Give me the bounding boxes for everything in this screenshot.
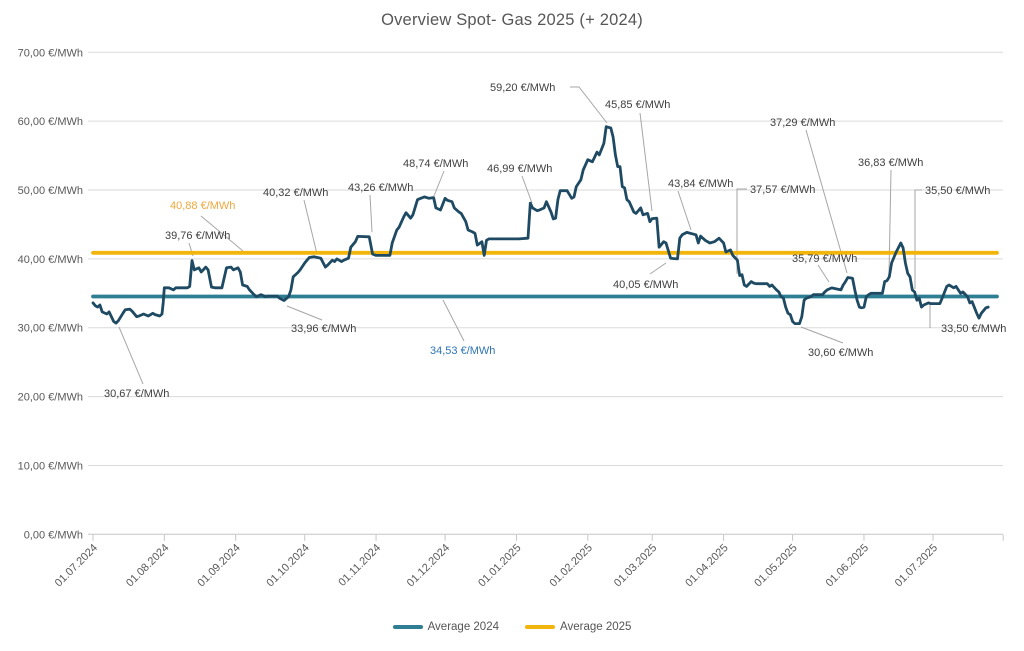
svg-text:0,00 €/MWh: 0,00 €/MWh: [24, 529, 83, 541]
svg-text:01.02.2025: 01.02.2025: [547, 542, 594, 589]
svg-text:01.08.2024: 01.08.2024: [124, 542, 171, 589]
data-label: 43,26 €/MWh: [348, 182, 413, 194]
data-label: 39,76 €/MWh: [165, 230, 230, 242]
chart-title: Overview Spot- Gas 2025 (+ 2024): [381, 11, 643, 29]
data-label: 36,83 €/MWh: [858, 157, 923, 169]
svg-text:01.11.2024: 01.11.2024: [336, 542, 383, 589]
annotation-leaders: [118, 86, 931, 385]
data-label: 37,29 €/MWh: [770, 117, 835, 129]
x-axis-ticks: [92, 534, 1004, 541]
data-label: 40,32 €/MWh: [263, 187, 328, 199]
svg-text:01.07.2024: 01.07.2024: [53, 542, 100, 589]
average-lines: [91, 250, 999, 299]
x-axis-labels: 01.07.2024 01.08.2024 01.09.2024 01.10.2024…: [53, 542, 940, 589]
svg-text:40,00 €/MWh: 40,00 €/MWh: [18, 254, 83, 266]
svg-text:01.04.2025: 01.04.2025: [683, 542, 730, 589]
legend-label-average-2024: Average 2024: [427, 621, 499, 633]
data-label: 59,20 €/MWh: [490, 82, 555, 94]
data-label: 34,53 €/MWh: [430, 345, 495, 357]
svg-text:01.06.2025: 01.06.2025: [824, 542, 871, 589]
y-axis-labels: 0,00 €/MWh 10,00 €/MWh 20,00 €/MWh 30,00 €/…: [18, 47, 83, 541]
svg-text:01.12.2024: 01.12.2024: [405, 542, 452, 589]
svg-text:01.07.2025: 01.07.2025: [893, 542, 940, 589]
data-label: 40,88 €/MWh: [170, 200, 235, 212]
svg-text:50,00 €/MWh: 50,00 €/MWh: [18, 185, 83, 197]
data-label: 33,96 €/MWh: [291, 323, 356, 335]
svg-text:70,00 €/MWh: 70,00 €/MWh: [18, 47, 83, 59]
data-label: 43,84 €/MWh: [668, 178, 733, 190]
svg-text:10,00 €/MWh: 10,00 €/MWh: [18, 460, 83, 472]
svg-text:01.05.2025: 01.05.2025: [752, 542, 799, 589]
price-series: [91, 125, 990, 326]
y-gridlines: [88, 51, 1003, 535]
data-label: 35,79 €/MWh: [792, 253, 857, 265]
svg-text:01.09.2024: 01.09.2024: [195, 542, 242, 589]
annotation-labels: 30,67 €/MWh 40,88 €/MWh 39,76 €/MWh 33,96 €…: [104, 82, 1006, 400]
svg-text:20,00 €/MWh: 20,00 €/MWh: [18, 392, 83, 404]
chart-legend: Average 2024 Average 2025: [0, 621, 1024, 633]
svg-text:01.10.2024: 01.10.2024: [264, 542, 311, 589]
svg-text:30,00 €/MWh: 30,00 €/MWh: [18, 323, 83, 335]
data-label: 35,50 €/MWh: [925, 185, 990, 197]
svg-text:60,00 €/MWh: 60,00 €/MWh: [18, 116, 83, 128]
svg-text:01.01.2025: 01.01.2025: [476, 542, 523, 589]
legend-item-average-2024: Average 2024: [392, 621, 499, 633]
legend-label-average-2025: Average 2025: [560, 621, 632, 633]
data-label: 33,50 €/MWh: [941, 323, 1006, 335]
data-label: 40,05 €/MWh: [613, 279, 678, 291]
data-label: 46,99 €/MWh: [487, 163, 552, 175]
data-label: 45,85 €/MWh: [605, 99, 670, 111]
legend-item-average-2025: Average 2025: [525, 621, 631, 633]
data-label: 30,67 €/MWh: [104, 388, 169, 400]
average-2024-line-swatch: [392, 625, 423, 629]
data-label: 30,60 €/MWh: [808, 347, 873, 359]
spot-price-line: [91, 125, 990, 326]
data-label: 48,74 €/MWh: [403, 158, 468, 170]
average-2025-line-swatch: [525, 625, 555, 629]
svg-text:01.03.2025: 01.03.2025: [612, 542, 659, 589]
data-label: 37,57 €/MWh: [750, 184, 815, 196]
